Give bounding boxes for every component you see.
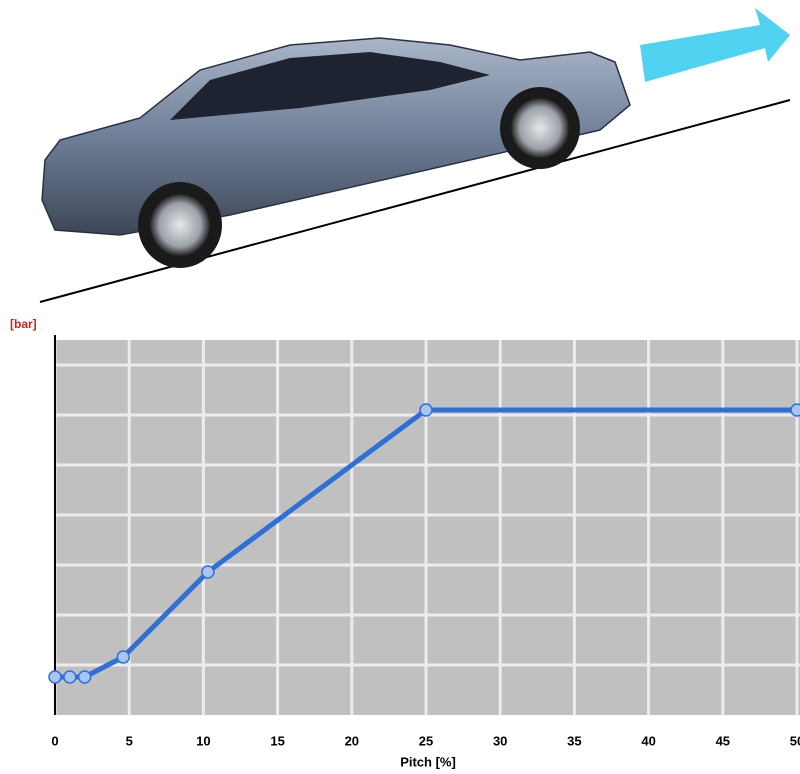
data-point: [49, 671, 61, 683]
x-tick-label: 50: [790, 733, 800, 748]
car-illustration: [40, 8, 790, 302]
page: [bar] Pitch [%] 0 5 10 15 20 25 30 35 40 45 50: [0, 0, 800, 774]
data-point: [791, 404, 800, 416]
x-axis-label: Pitch [%]: [400, 754, 456, 769]
x-tick-label: 5: [126, 733, 133, 748]
x-tick-label: 25: [419, 733, 433, 748]
data-point: [420, 404, 432, 416]
data-point: [79, 671, 91, 683]
data-point: [64, 671, 76, 683]
x-tick-label: 45: [716, 733, 730, 748]
data-point: [117, 651, 129, 663]
x-tick-label: 40: [641, 733, 655, 748]
x-tick-label: 15: [270, 733, 284, 748]
y-axis-label: [bar]: [10, 317, 37, 331]
x-tick-label: 20: [345, 733, 359, 748]
data-point: [202, 566, 214, 578]
x-tick-label: 30: [493, 733, 507, 748]
x-tick-label: 10: [196, 733, 210, 748]
x-tick-label: 35: [567, 733, 581, 748]
x-tick-label: 0: [51, 733, 58, 748]
